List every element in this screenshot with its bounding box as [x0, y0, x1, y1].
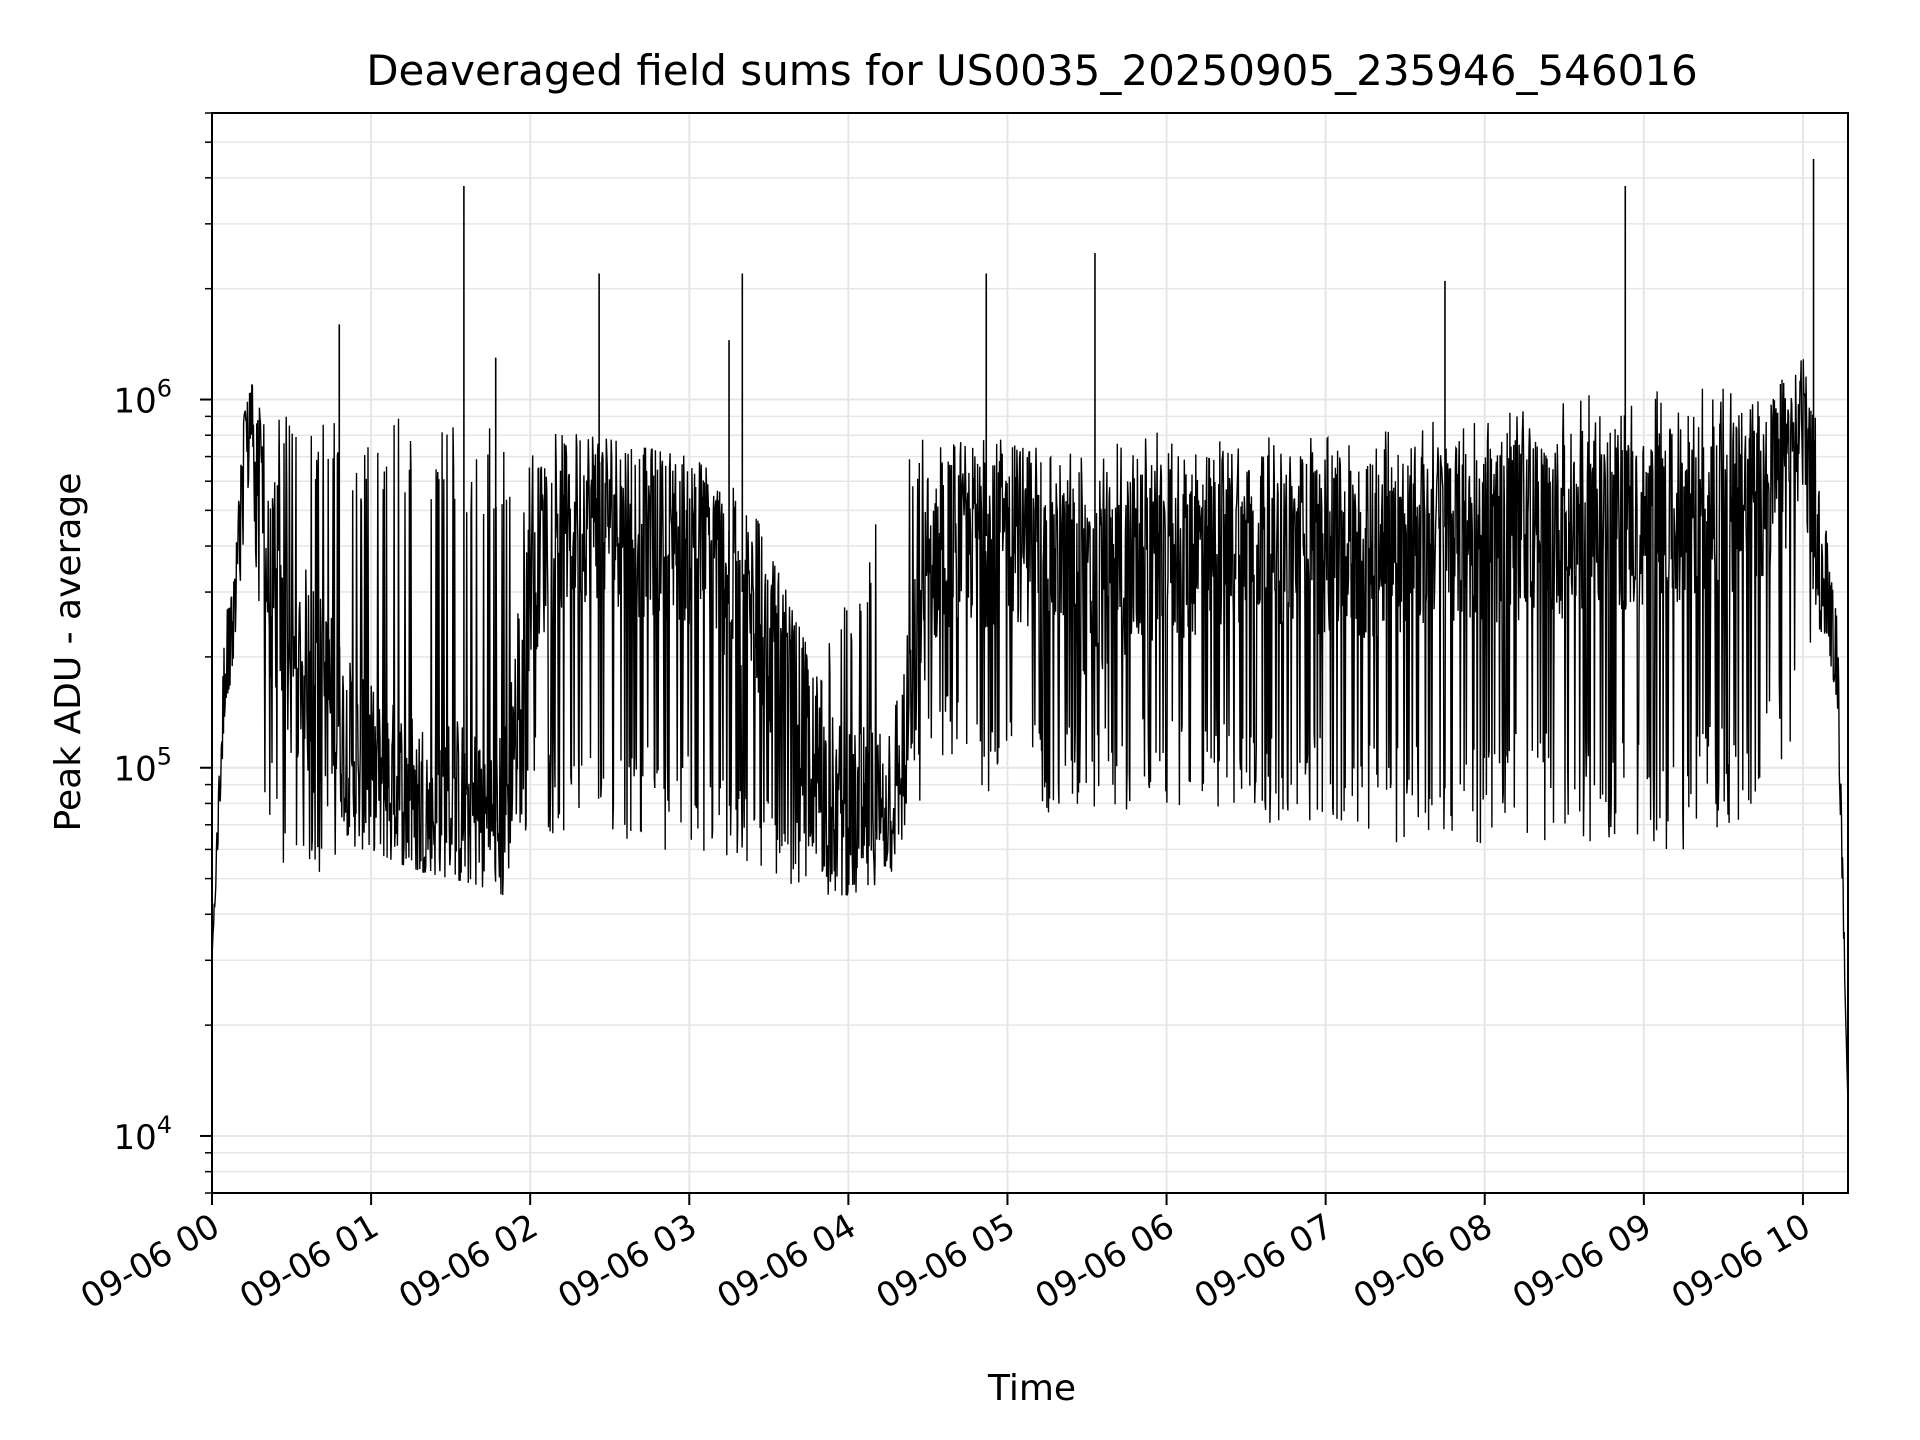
x-tick-label: 09-06 01 — [233, 1206, 385, 1317]
x-tick-label: 09-06 06 — [1029, 1206, 1181, 1317]
x-tick-label: 09-06 08 — [1347, 1206, 1499, 1317]
x-tick-label: 09-06 02 — [392, 1206, 544, 1317]
y-tick-label: 104 — [113, 1111, 172, 1158]
y-axis-label: Peak ADU - average — [48, 473, 89, 832]
x-tick-label: 09-06 09 — [1506, 1206, 1658, 1317]
series-line — [211, 359, 1849, 1107]
x-tick-label: 09-06 00 — [74, 1206, 226, 1317]
x-tick-label: 09-06 03 — [551, 1206, 703, 1317]
x-tick-label: 09-06 04 — [710, 1206, 862, 1317]
x-tick-label: 09-06 05 — [870, 1206, 1022, 1317]
x-axis: 09-06 00 09-06 01 09-06 02 09-06 03 09-06 04… — [74, 1193, 1817, 1317]
x-tick-label: 09-06 07 — [1188, 1206, 1340, 1317]
plot-frame — [211, 112, 1849, 1194]
y-tick-label: 106 — [113, 375, 172, 422]
x-tick-label: 09-06 10 — [1665, 1206, 1817, 1317]
y-axis: 104 105 106 — [113, 112, 212, 1194]
chart-title: Deaveraged field sums for US0035_2025090… — [366, 46, 1698, 95]
y-tick-label: 105 — [113, 743, 172, 790]
x-axis-label: Time — [987, 1368, 1076, 1409]
